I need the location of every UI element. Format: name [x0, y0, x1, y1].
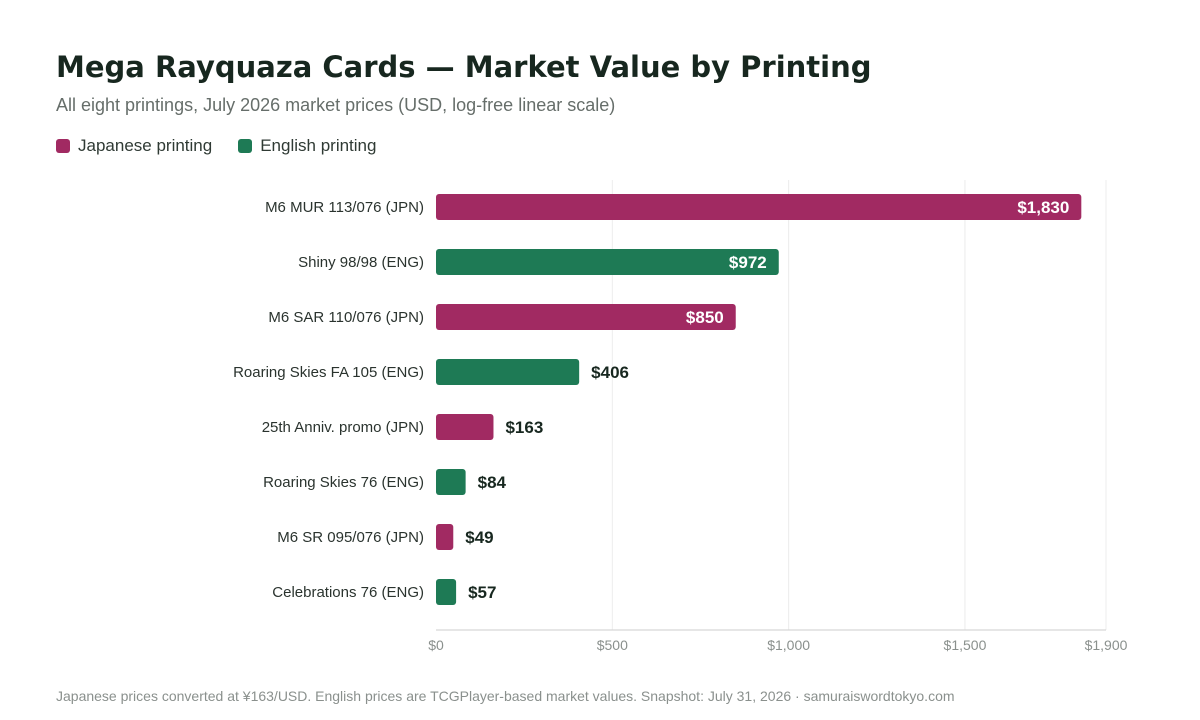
value-label: $163: [505, 418, 543, 437]
category-label: Shiny 98/98 (ENG): [298, 254, 424, 271]
chart-footer: Japanese prices converted at ¥163/USD. E…: [56, 688, 955, 704]
x-tick-label: $1,900: [1085, 637, 1128, 653]
bar: [436, 414, 494, 440]
value-label: $49: [465, 528, 493, 547]
x-tick-label: $1,500: [944, 637, 987, 653]
value-label: $972: [729, 253, 767, 272]
bar: [436, 579, 457, 605]
value-label: $406: [591, 363, 629, 382]
category-label: M6 SR 095/076 (JPN): [277, 529, 424, 546]
x-tick-label: $500: [597, 637, 628, 653]
legend-item-japanese: Japanese printing: [56, 136, 212, 156]
bar: [436, 304, 736, 330]
category-label: M6 SAR 110/076 (JPN): [268, 309, 424, 326]
bar: [436, 249, 779, 275]
x-tick-label: $0: [428, 637, 444, 653]
legend-swatch-japanese: [56, 139, 70, 153]
bar: [436, 194, 1082, 220]
legend-label-japanese: Japanese printing: [78, 136, 213, 155]
category-label: Roaring Skies FA 105 (ENG): [233, 364, 424, 381]
chart-legend: Japanese printing English printing: [56, 136, 376, 156]
bar: [436, 359, 580, 385]
chart-subtitle: All eight printings, July 2026 market pr…: [56, 95, 616, 115]
legend-label-english: English printing: [260, 136, 377, 155]
x-tick-label: $1,000: [767, 637, 810, 653]
value-label: $57: [468, 583, 496, 602]
category-label: Celebrations 76 (ENG): [272, 584, 424, 601]
category-label: 25th Anniv. promo (JPN): [262, 419, 424, 436]
legend-item-english: English printing: [238, 136, 376, 156]
value-label: $1,830: [1017, 198, 1069, 217]
category-label: Roaring Skies 76 (ENG): [263, 474, 424, 491]
bar: [436, 524, 454, 550]
category-label: M6 MUR 113/076 (JPN): [265, 199, 424, 216]
legend-swatch-english: [238, 139, 253, 153]
chart-title: Mega Rayquaza Cards — Market Value by Pr…: [56, 50, 872, 84]
value-label: $84: [478, 473, 507, 492]
bar: [436, 469, 466, 495]
value-label: $850: [686, 308, 724, 327]
